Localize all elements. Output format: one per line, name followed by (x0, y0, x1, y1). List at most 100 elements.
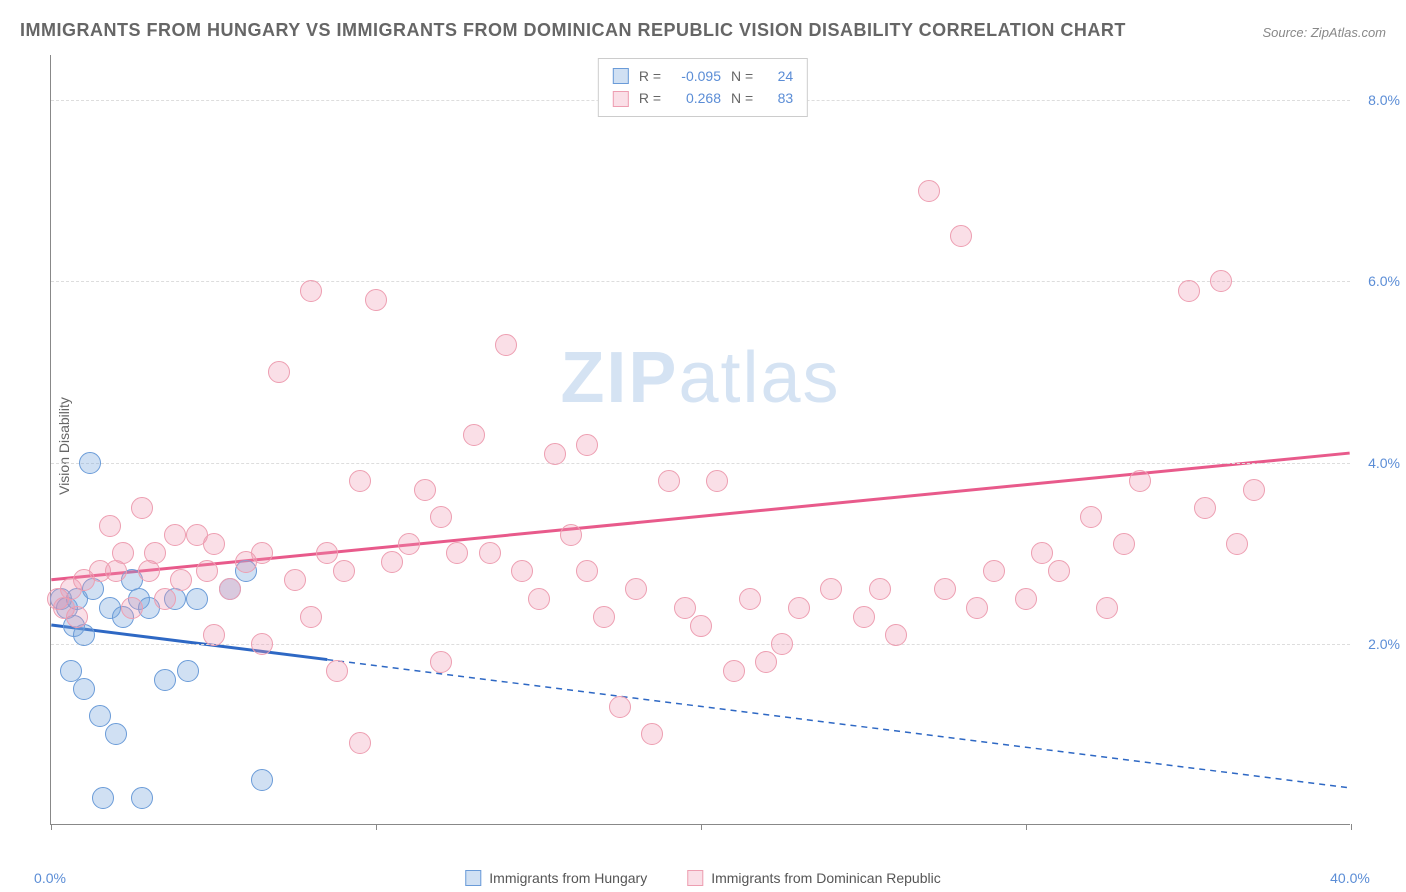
stat-r-label: R = (639, 87, 661, 109)
scatter-point (853, 606, 875, 628)
scatter-point (430, 651, 452, 673)
legend-swatch (465, 870, 481, 886)
scatter-point (196, 560, 218, 582)
legend-label: Immigrants from Hungary (489, 870, 647, 886)
scatter-point (144, 542, 166, 564)
scatter-point (219, 578, 241, 600)
x-axis-max-label: 40.0% (1330, 870, 1370, 886)
stats-row: R = -0.095 N = 24 (613, 65, 793, 87)
scatter-point (349, 732, 371, 754)
scatter-point (1096, 597, 1118, 619)
scatter-point (430, 506, 452, 528)
scatter-point (251, 633, 273, 655)
x-tick (701, 824, 702, 830)
stat-n-value: 24 (763, 65, 793, 87)
scatter-point (1210, 270, 1232, 292)
scatter-point (1015, 588, 1037, 610)
watermark: ZIPatlas (560, 337, 840, 419)
stats-row: R = 0.268 N = 83 (613, 87, 793, 109)
scatter-point (1031, 542, 1053, 564)
x-tick (1351, 824, 1352, 830)
legend-swatch (613, 68, 629, 84)
scatter-point (1113, 533, 1135, 555)
scatter-point (300, 606, 322, 628)
scatter-point (934, 578, 956, 600)
scatter-point (365, 289, 387, 311)
scatter-point (268, 361, 290, 383)
scatter-point (706, 470, 728, 492)
scatter-point (73, 678, 95, 700)
scatter-point (1080, 506, 1102, 528)
scatter-point (66, 606, 88, 628)
gridline-horizontal (51, 463, 1350, 464)
chart-title: IMMIGRANTS FROM HUNGARY VS IMMIGRANTS FR… (20, 20, 1126, 41)
scatter-point (1226, 533, 1248, 555)
scatter-point (1178, 280, 1200, 302)
scatter-point (131, 787, 153, 809)
y-tick-label: 8.0% (1368, 92, 1400, 108)
scatter-point (690, 615, 712, 637)
scatter-point (966, 597, 988, 619)
scatter-point (446, 542, 468, 564)
scatter-point (576, 560, 598, 582)
x-axis-min-label: 0.0% (34, 870, 66, 886)
scatter-point (869, 578, 891, 600)
trend-line-dashed (327, 660, 1349, 788)
scatter-point (593, 606, 615, 628)
scatter-point (154, 588, 176, 610)
scatter-point (511, 560, 533, 582)
scatter-point (398, 533, 420, 555)
chart-container: IMMIGRANTS FROM HUNGARY VS IMMIGRANTS FR… (0, 0, 1406, 892)
scatter-point (739, 588, 761, 610)
scatter-point (528, 588, 550, 610)
stat-r-label: R = (639, 65, 661, 87)
stat-n-label: N = (731, 87, 753, 109)
scatter-point (381, 551, 403, 573)
scatter-point (576, 434, 598, 456)
legend-swatch (613, 91, 629, 107)
scatter-point (203, 533, 225, 555)
scatter-point (414, 479, 436, 501)
scatter-point (771, 633, 793, 655)
scatter-point (300, 280, 322, 302)
gridline-horizontal (51, 281, 1350, 282)
scatter-point (950, 225, 972, 247)
legend-bottom: Immigrants from Hungary Immigrants from … (465, 870, 940, 886)
scatter-point (560, 524, 582, 546)
scatter-point (284, 569, 306, 591)
scatter-point (983, 560, 1005, 582)
x-tick (51, 824, 52, 830)
scatter-point (609, 696, 631, 718)
stat-r-value: -0.095 (671, 65, 721, 87)
legend-item: Immigrants from Hungary (465, 870, 647, 886)
scatter-point (625, 578, 647, 600)
scatter-point (154, 669, 176, 691)
scatter-point (674, 597, 696, 619)
scatter-point (170, 569, 192, 591)
source-label: Source: ZipAtlas.com (1262, 25, 1386, 40)
scatter-point (316, 542, 338, 564)
scatter-point (755, 651, 777, 673)
x-tick (1026, 824, 1027, 830)
scatter-point (203, 624, 225, 646)
scatter-point (495, 334, 517, 356)
legend-swatch (687, 870, 703, 886)
scatter-point (186, 588, 208, 610)
scatter-point (333, 560, 355, 582)
scatter-point (99, 515, 121, 537)
scatter-point (479, 542, 501, 564)
scatter-point (164, 524, 186, 546)
stat-n-value: 83 (763, 87, 793, 109)
scatter-point (658, 470, 680, 492)
scatter-point (251, 769, 273, 791)
plot-area: ZIPatlas 2.0%4.0%6.0%8.0% (50, 55, 1350, 825)
scatter-point (641, 723, 663, 745)
scatter-point (60, 660, 82, 682)
scatter-point (918, 180, 940, 202)
legend-label: Immigrants from Dominican Republic (711, 870, 941, 886)
scatter-point (131, 497, 153, 519)
trend-lines-svg (51, 55, 1350, 824)
scatter-point (89, 705, 111, 727)
scatter-point (820, 578, 842, 600)
scatter-point (788, 597, 810, 619)
